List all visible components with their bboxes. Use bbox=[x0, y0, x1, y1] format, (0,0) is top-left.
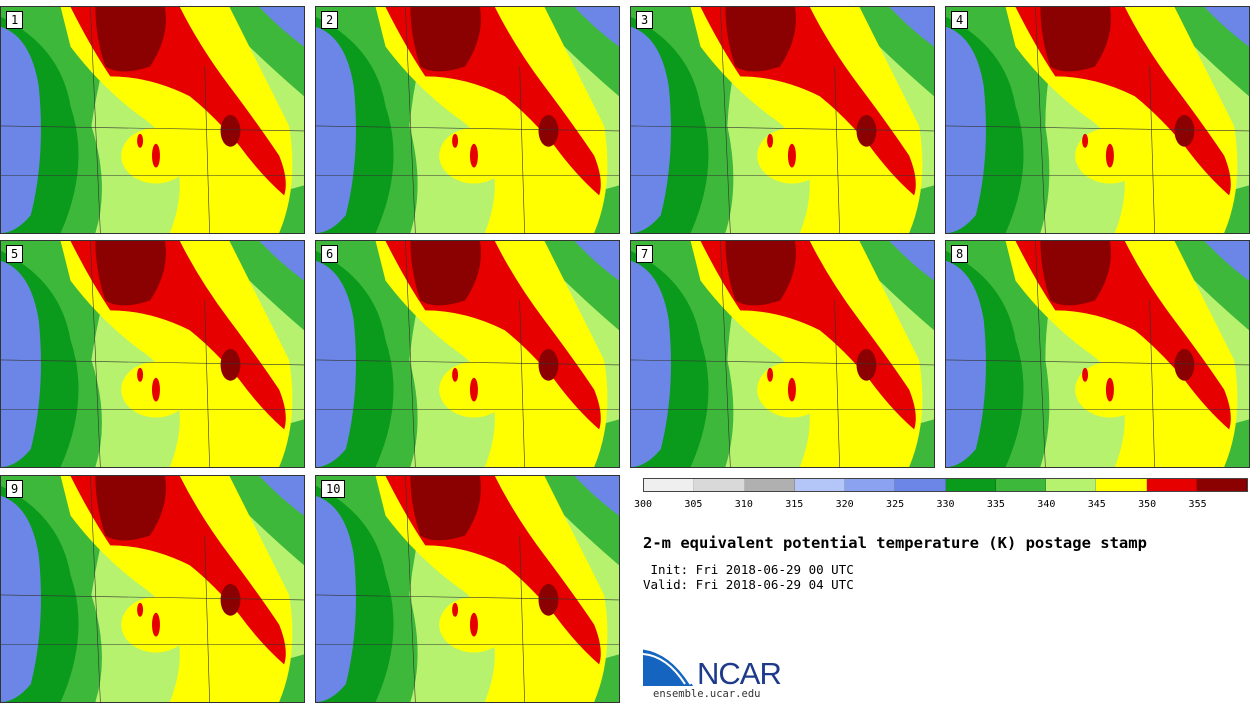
colorbar-tick-label: 325 bbox=[886, 499, 905, 510]
panel-number: 3 bbox=[636, 11, 654, 29]
colorbar-tick-label: 320 bbox=[835, 499, 854, 510]
panel-number: 9 bbox=[6, 480, 24, 498]
colorbar-segment bbox=[945, 479, 996, 491]
map-panel-9: 9 bbox=[0, 475, 305, 703]
logo-name: NCAR bbox=[697, 656, 782, 691]
map-field bbox=[631, 241, 934, 467]
map-field bbox=[631, 7, 934, 233]
panel-number: 4 bbox=[951, 11, 969, 29]
colorbar-segment bbox=[845, 479, 896, 491]
map-panel-5: 5 bbox=[0, 240, 305, 468]
colorbar-segment bbox=[995, 479, 1046, 491]
colorbar-segment bbox=[744, 479, 795, 491]
ncar-logo-icon bbox=[643, 648, 693, 686]
map-field bbox=[1, 7, 304, 233]
panel-number: 1 bbox=[6, 11, 24, 29]
init-time: Init: Fri 2018-06-29 00 UTC bbox=[643, 562, 854, 577]
colorbar-tick-label: 355 bbox=[1188, 499, 1207, 510]
colorbar-segment bbox=[1146, 479, 1197, 491]
panel-number: 8 bbox=[951, 245, 969, 263]
colorbar-tick-label: 310 bbox=[734, 499, 753, 510]
colorbar-segment bbox=[694, 479, 745, 491]
valid-time: Valid: Fri 2018-06-29 04 UTC bbox=[643, 577, 854, 592]
map-panel-3: 3 bbox=[630, 6, 935, 234]
logo-url: ensemble.ucar.edu bbox=[653, 688, 761, 700]
panel-number: 5 bbox=[6, 245, 24, 263]
colorbar-tick-labels: 300 305 310 315 320 325 330 335 340 345 350 355 bbox=[634, 499, 1248, 513]
panel-number: 7 bbox=[636, 245, 654, 263]
colorbar-segment bbox=[1046, 479, 1097, 491]
map-field bbox=[946, 241, 1249, 467]
colorbar-segment bbox=[1196, 479, 1247, 491]
map-panel-8: 8 bbox=[945, 240, 1250, 468]
map-panel-10: 10 bbox=[315, 475, 620, 703]
map-panel-1: 1 bbox=[0, 6, 305, 234]
colorbar-tick-label: 350 bbox=[1138, 499, 1157, 510]
map-field bbox=[946, 7, 1249, 233]
colorbar-segment bbox=[644, 479, 695, 491]
plot-title: 2-m equivalent potential temperature (K)… bbox=[643, 534, 1147, 552]
colorbar-tick-label: 300 bbox=[633, 499, 653, 510]
panel-number: 6 bbox=[321, 245, 339, 263]
colorbar-tick-label: 305 bbox=[684, 499, 703, 510]
colorbar-tick-label: 340 bbox=[1037, 499, 1056, 510]
colorbar-segment bbox=[794, 479, 845, 491]
colorbar-tick-label: 345 bbox=[1087, 499, 1106, 510]
map-panel-6: 6 bbox=[315, 240, 620, 468]
colorbar-segment bbox=[895, 479, 946, 491]
map-field bbox=[1, 476, 304, 702]
map-field bbox=[316, 7, 619, 233]
panel-number: 2 bbox=[321, 11, 339, 29]
map-panel-7: 7 bbox=[630, 240, 935, 468]
map-field bbox=[316, 476, 619, 702]
colorbar-tick-label: 330 bbox=[936, 499, 955, 510]
panel-number: 10 bbox=[321, 480, 346, 498]
colorbar-tick-label: 315 bbox=[785, 499, 804, 510]
map-field bbox=[1, 241, 304, 467]
colorbar bbox=[643, 478, 1248, 492]
colorbar-segment bbox=[1096, 479, 1147, 491]
map-panel-2: 2 bbox=[315, 6, 620, 234]
map-panel-4: 4 bbox=[945, 6, 1250, 234]
map-field bbox=[316, 241, 619, 467]
colorbar-tick-label: 335 bbox=[986, 499, 1005, 510]
